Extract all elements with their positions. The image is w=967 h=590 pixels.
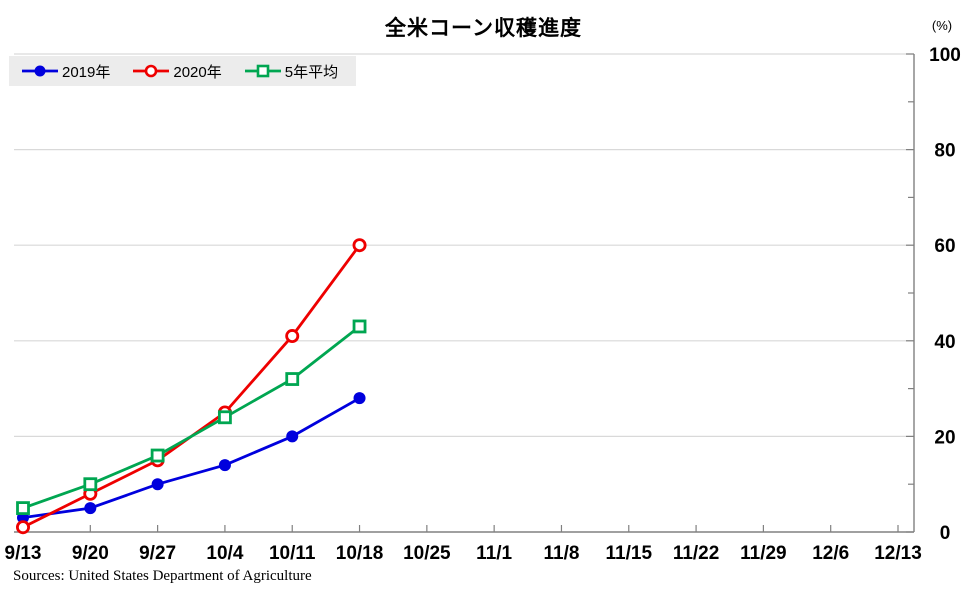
data-point-marker [285,329,300,344]
series-line-2019年 [21,396,361,520]
legend-label: 2019年 [62,63,111,81]
data-point-marker [353,392,366,405]
x-tick-label: 12/13 [874,543,922,564]
legend-item-2019年: 2019年 [21,61,110,82]
y-tick-label: 40 [934,332,955,353]
x-tick-label: 11/8 [543,543,579,564]
x-tick-label: 9/13 [5,543,42,564]
x-tick-label: 10/4 [206,543,243,564]
open-square-legend-marker-icon [244,64,281,78]
x-tick-label: 12/6 [812,543,849,564]
data-point-marker [352,319,367,334]
data-point-marker [352,238,367,253]
legend-label: 5年平均 [284,63,339,81]
x-tick-label: 9/20 [72,543,109,564]
x-tick-label: 11/29 [740,543,787,564]
x-tick-label: 11/22 [673,543,720,564]
x-tick-label: 9/27 [139,543,176,564]
filled-circle-legend-marker-icon [22,65,58,77]
data-point-marker [218,410,232,425]
legend: 2019年 2020年 5年平均 [9,56,357,86]
chart-title: 全米コーン収穫進度 [385,17,582,40]
data-point-marker [285,372,300,386]
source-note: Sources: United States Department of Agr… [13,568,312,584]
x-tick-label: 10/25 [403,543,451,564]
data-point-marker [84,502,97,515]
legend-item-5年平均: 5年平均 [244,61,338,82]
data-point-marker [218,459,231,472]
data-point-marker [15,520,30,535]
data-point-marker [151,478,164,491]
data-point-marker [286,430,299,443]
x-tick-label: 11/15 [606,543,653,564]
x-tick-label: 11/1 [476,543,512,564]
data-point-marker [150,448,165,463]
y-tick-label: 20 [934,427,955,448]
open-circle-legend-marker-icon [133,64,170,78]
y-tick-label: 100 [929,45,961,66]
y-tick-label: 0 [940,523,951,544]
x-tick-label: 10/18 [336,543,384,564]
legend-label: 2020年 [173,63,222,81]
data-point-marker [83,477,98,492]
series-line-2020年 [21,243,361,529]
y-tick-label: 80 [934,141,955,162]
data-point-marker [16,501,30,516]
legend-item-2020年: 2020年 [132,61,222,82]
y-tick-label: 60 [934,236,955,257]
y-axis-unit-label: (%) [931,18,953,33]
series-line-5年平均 [21,325,361,510]
x-tick-label: 10/11 [269,543,316,564]
